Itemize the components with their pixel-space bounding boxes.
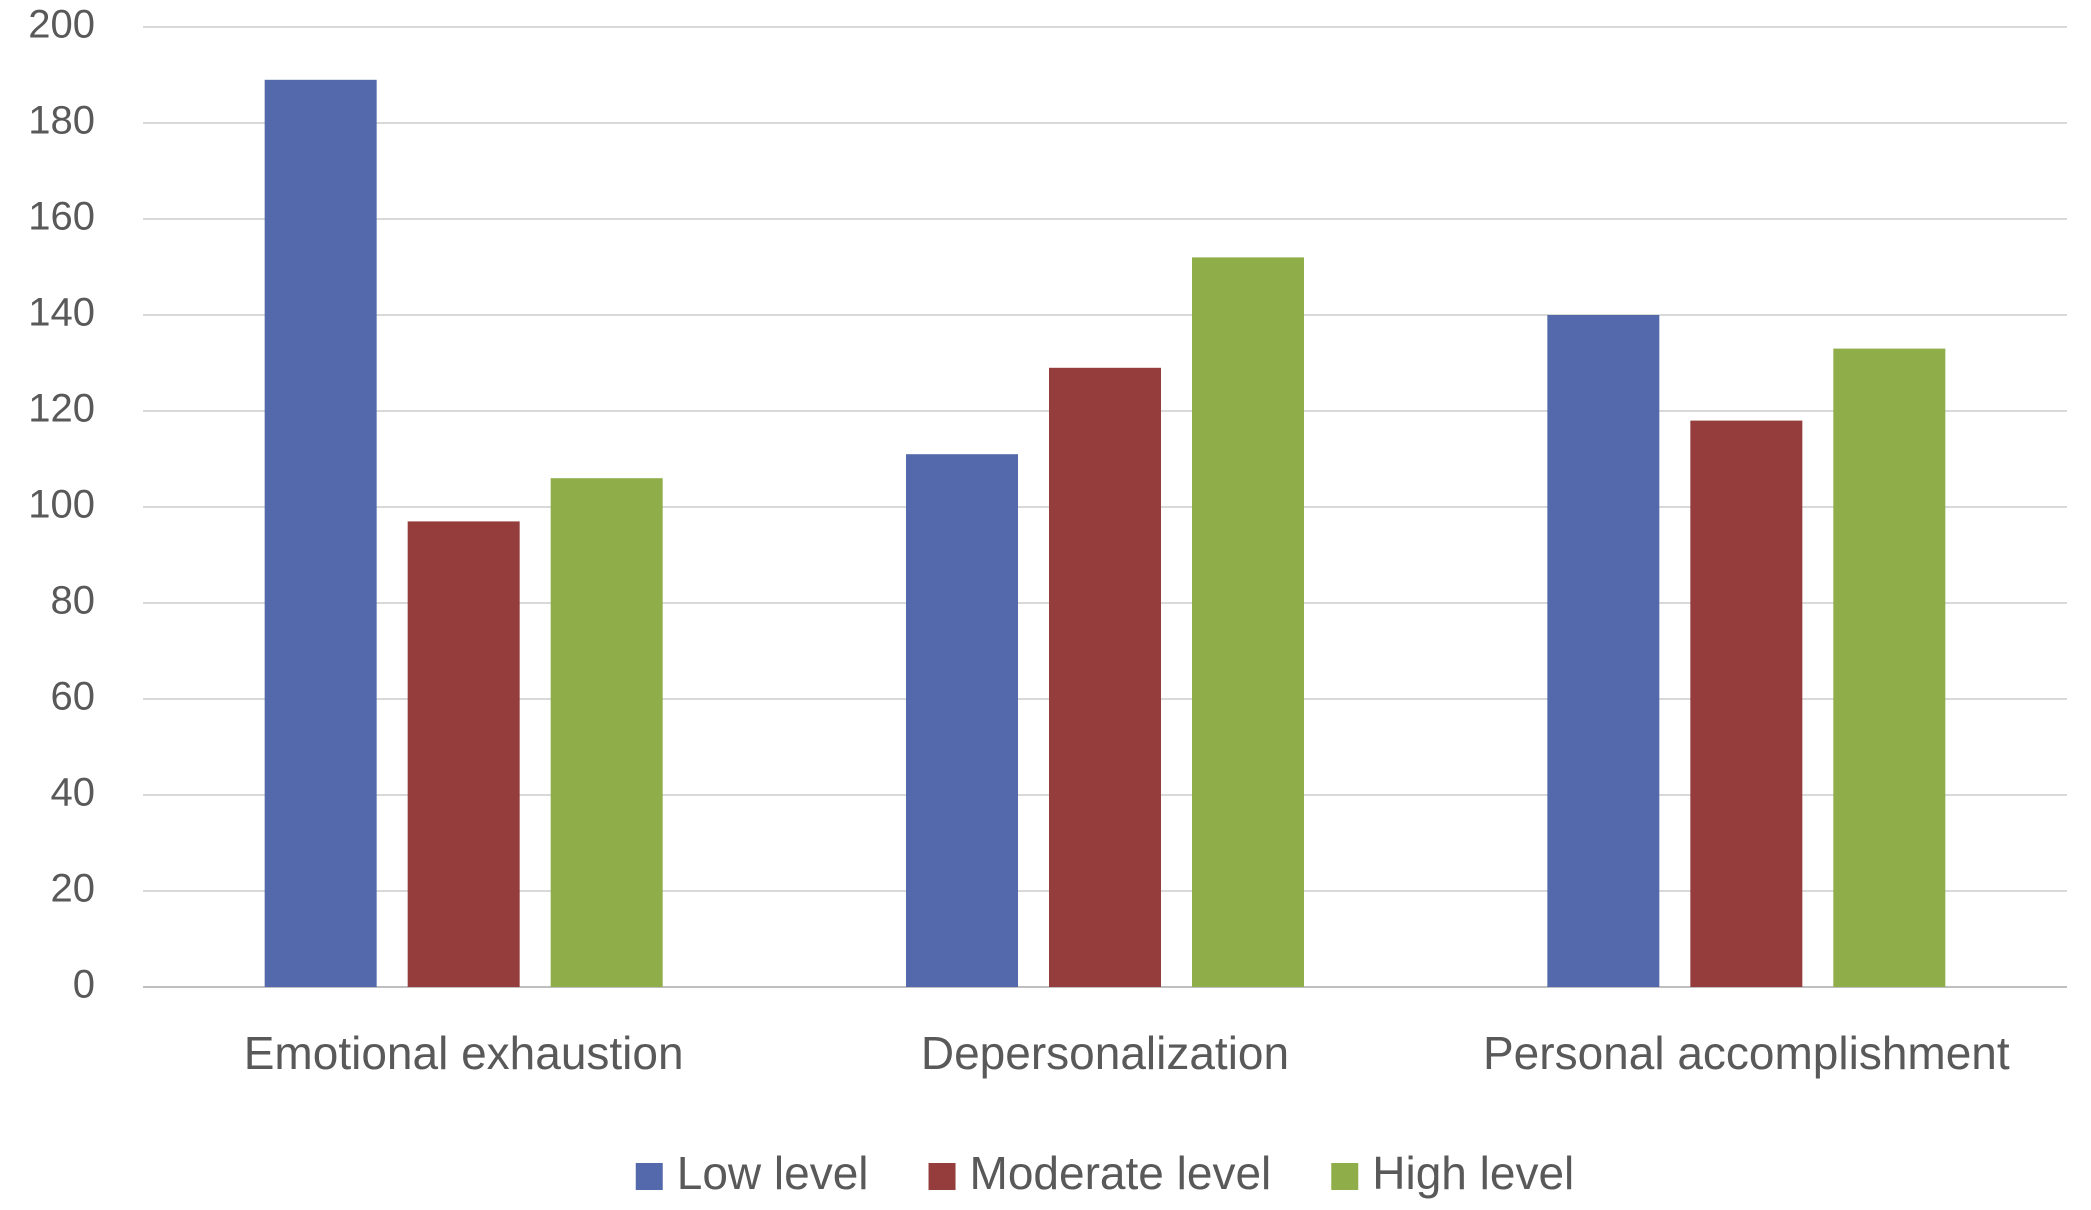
bar xyxy=(550,478,663,987)
y-tick-label: 120 xyxy=(28,387,95,431)
y-tick-label: 140 xyxy=(28,291,95,335)
legend-label: Moderate level xyxy=(970,1147,1272,1199)
bar xyxy=(1049,367,1161,987)
legend-swatch xyxy=(1331,1163,1359,1190)
x-tick-label: Emotional exhaustion xyxy=(244,1027,684,1079)
bar xyxy=(1833,348,1946,988)
bar xyxy=(906,454,1018,987)
x-tick-label: Depersonalization xyxy=(921,1027,1289,1079)
y-tick-label: 80 xyxy=(51,579,96,623)
bar xyxy=(1547,315,1660,987)
y-tick-label: 60 xyxy=(51,675,96,719)
bar xyxy=(407,521,520,987)
x-tick-label: Personal accomplishment xyxy=(1483,1027,2010,1079)
y-tick-label: 160 xyxy=(28,195,95,239)
y-tick-label: 200 xyxy=(28,3,95,47)
y-tick-label: 100 xyxy=(28,483,95,527)
legend-swatch xyxy=(928,1163,956,1190)
bar xyxy=(264,79,377,988)
bar xyxy=(1192,257,1304,987)
legend-label: Low level xyxy=(677,1147,869,1199)
legend-label: High level xyxy=(1372,1147,1574,1199)
bar xyxy=(1690,420,1803,988)
y-tick-label: 40 xyxy=(51,771,96,815)
y-tick-label: 20 xyxy=(51,867,96,911)
legend-swatch xyxy=(635,1163,663,1190)
y-tick-label: 180 xyxy=(28,99,95,143)
y-tick-label: 0 xyxy=(73,963,95,1007)
